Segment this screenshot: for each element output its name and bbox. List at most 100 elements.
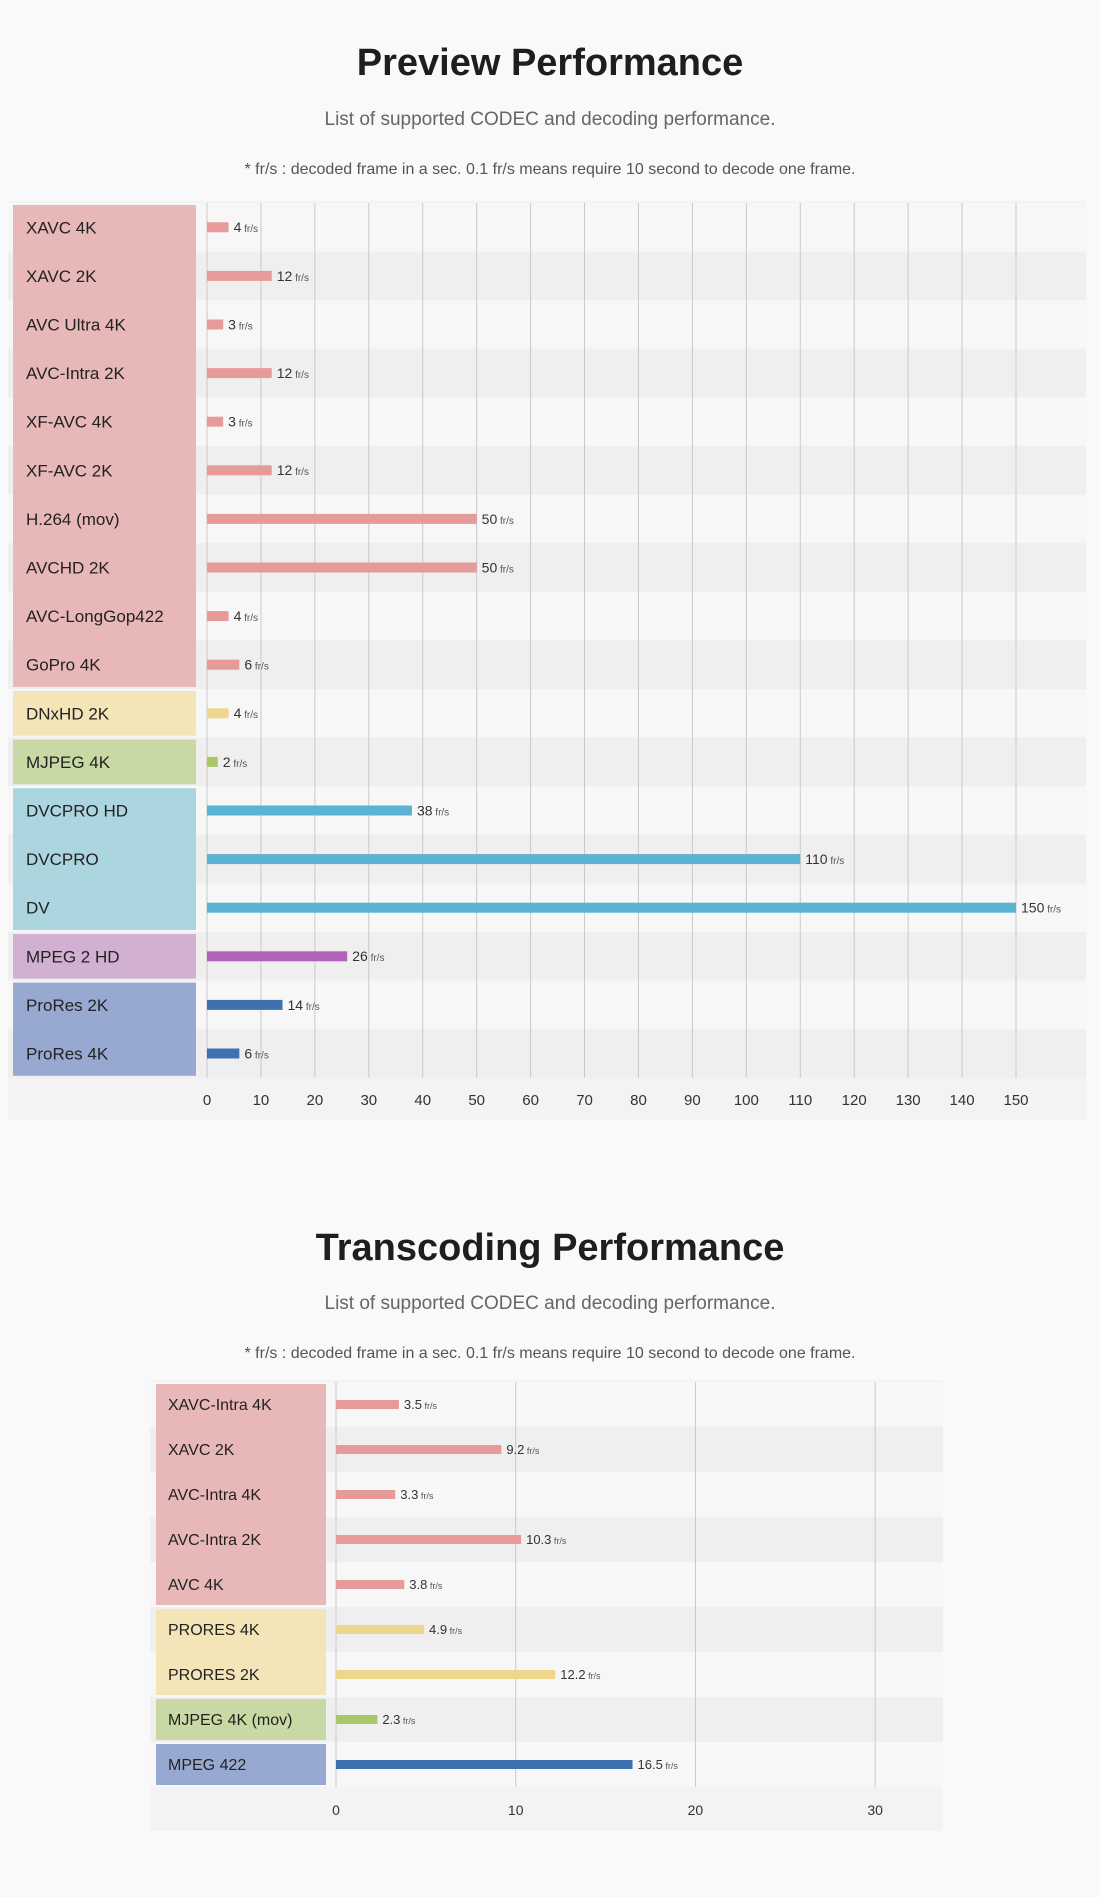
bar-h-264-mov (207, 513, 477, 524)
category-label-avc-intra-4k: AVC-Intra 4K (168, 1487, 261, 1504)
bar-dvcpro-hd (207, 805, 412, 816)
value-label-prores-4k: 4.9 fr/s (429, 1622, 463, 1637)
category-label-mpeg-422: MPEG 422 (168, 1757, 246, 1774)
category-label-xf-avc-4k: XF-AVC 4K (26, 413, 113, 432)
category-label-mpeg-2-hd: MPEG 2 HD (26, 947, 120, 966)
bar-prores-4k (336, 1625, 425, 1634)
preview-note: * fr/s : decoded frame in a sec. 0.1 fr/… (244, 161, 856, 178)
category-label-avc-intra-2k: AVC-Intra 2K (26, 364, 126, 383)
x-tick-label-120: 120 (842, 1092, 867, 1109)
bar-avc-ultra-4k (207, 319, 224, 330)
transcoding-subtitle: List of supported CODEC and decoding per… (324, 1293, 776, 1314)
bar-xavc-4k (207, 222, 229, 233)
x-tick-label-100: 100 (734, 1092, 759, 1109)
preview-chart: 0 10 20 30 40 50 60 70 80 90 100 110 120 130 140 150 XAV… (8, 201, 1086, 1120)
x-tick-label-140: 140 (950, 1092, 975, 1109)
category-label-avc-4k: AVC 4K (168, 1577, 224, 1594)
bar-mpeg-2-hd (207, 951, 348, 962)
bar-prores-2k (207, 999, 283, 1010)
x-tick-label-40: 40 (414, 1092, 431, 1109)
category-label-mjpeg-4k-mov: MJPEG 4K (mov) (168, 1712, 292, 1729)
transcoding-title: Transcoding Performance (315, 1227, 785, 1269)
bar-avc-intra-2k (207, 368, 272, 379)
category-label-dvcpro-hd: DVCPRO HD (26, 801, 128, 820)
category-label-xavc-2k: XAVC 2K (26, 267, 97, 286)
value-label-xavc-2k: 9.2 fr/s (506, 1442, 540, 1457)
category-label-prores-4k: PRORES 4K (168, 1622, 260, 1639)
category-group-block (156, 1384, 326, 1605)
bar-mjpeg-4k (207, 756, 218, 767)
value-label-prores-2k: 12.2 fr/s (560, 1667, 601, 1682)
category-label-gopro-4k: GoPro 4K (26, 656, 101, 675)
x-tick-label-150: 150 (1003, 1092, 1028, 1109)
category-label-avc-ultra-4k: AVC Ultra 4K (26, 315, 126, 334)
bar-mpeg-422 (336, 1760, 633, 1769)
category-group-block (13, 934, 196, 979)
category-label-mjpeg-4k: MJPEG 4K (26, 753, 111, 772)
transcoding-note: * fr/s : decoded frame in a sec. 0.1 fr/… (244, 1345, 856, 1362)
category-label-prores-2k: PRORES 2K (168, 1667, 260, 1684)
bar-gopro-4k (207, 659, 240, 670)
x-tick-label-90: 90 (684, 1092, 701, 1109)
category-label-avc-longgop422: AVC-LongGop422 (26, 607, 164, 626)
category-group-block (13, 205, 196, 687)
category-label-prores-2k: ProRes 2K (26, 996, 109, 1015)
bar-xf-avc-4k (207, 416, 224, 427)
category-label-h-264-mov: H.264 (mov) (26, 510, 120, 529)
bar-avc-longgop422 (207, 611, 229, 622)
category-label-avchd-2k: AVCHD 2K (26, 558, 110, 577)
category-label-xf-avc-2k: XF-AVC 2K (26, 461, 113, 480)
category-label-xavc-intra-4k: XAVC-Intra 4K (168, 1397, 272, 1414)
category-label-xavc-2k: XAVC 2K (168, 1442, 235, 1459)
x-tick-label-30: 30 (360, 1092, 377, 1109)
category-label-avc-intra-2k: AVC-Intra 2K (168, 1532, 261, 1549)
transcoding-chart: 0 10 20 30 XAVC-Intra 4K 3.5 fr/s XAVC 2K 9.2 f… (150, 1380, 943, 1831)
x-tick-label-80: 80 (630, 1092, 647, 1109)
category-label-dv: DV (26, 899, 50, 918)
bar-prores-2k (336, 1670, 556, 1679)
category-group-block (13, 691, 196, 736)
value-label-mpeg-422: 16.5 fr/s (638, 1757, 679, 1772)
category-group-block (156, 1744, 326, 1785)
category-group-block (13, 788, 196, 930)
bar-prores-4k (207, 1048, 240, 1059)
preview-subtitle: List of supported CODEC and decoding per… (324, 109, 776, 130)
bar-avc-intra-2k (336, 1535, 522, 1544)
bar-avc-4k (336, 1580, 405, 1589)
x-tick-label-10: 10 (253, 1092, 270, 1109)
bar-dv (207, 902, 1016, 913)
category-label-dnxhd-2k: DNxHD 2K (26, 704, 110, 723)
category-group-block (156, 1609, 326, 1695)
x-tick-label-20: 20 (307, 1092, 324, 1109)
value-label-xavc-intra-4k: 3.5 fr/s (404, 1397, 438, 1412)
category-group-block (13, 739, 196, 785)
bar-avchd-2k (207, 562, 477, 573)
bar-avc-intra-4k (336, 1490, 396, 1499)
x-tick-label-50: 50 (468, 1092, 485, 1109)
x-tick-label-0: 0 (203, 1092, 211, 1109)
value-label-avc-intra-4k: 3.3 fr/s (400, 1487, 434, 1502)
x-tick-label-20: 20 (688, 1802, 704, 1818)
preview-title: Preview Performance (356, 42, 744, 84)
value-label-avc-4k: 3.8 fr/s (409, 1577, 443, 1592)
x-tick-label-70: 70 (576, 1092, 593, 1109)
bar-xavc-2k (207, 270, 272, 281)
x-tick-label-10: 10 (508, 1802, 524, 1818)
category-group-block (13, 982, 196, 1076)
category-label-dvcpro: DVCPRO (26, 850, 99, 869)
x-tick-label-0: 0 (332, 1802, 340, 1818)
x-tick-label-130: 130 (896, 1092, 921, 1109)
x-tick-label-30: 30 (867, 1802, 883, 1818)
bar-dvcpro (207, 854, 801, 865)
value-label-avc-intra-2k: 10.3 fr/s (526, 1532, 567, 1547)
x-tick-label-60: 60 (522, 1092, 539, 1109)
x-tick-label-110: 110 (788, 1092, 812, 1109)
value-label-mjpeg-4k-mov: 2.3 fr/s (382, 1712, 416, 1727)
bar-dnxhd-2k (207, 708, 229, 719)
bar-xavc-2k (336, 1445, 502, 1454)
bar-xavc-intra-4k (336, 1400, 399, 1409)
bar-xf-avc-2k (207, 465, 272, 476)
category-label-prores-4k: ProRes 4K (26, 1044, 109, 1063)
category-group-block (156, 1699, 326, 1740)
category-label-xavc-4k: XAVC 4K (26, 218, 97, 237)
